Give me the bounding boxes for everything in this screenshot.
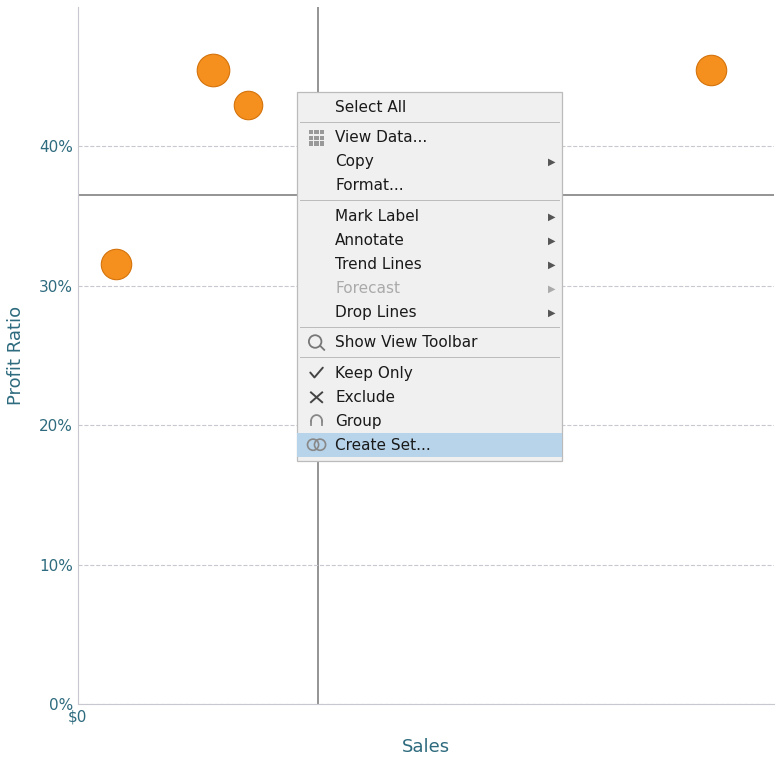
Text: Show View Toolbar: Show View Toolbar bbox=[335, 336, 478, 350]
Text: Format...: Format... bbox=[335, 179, 404, 194]
Point bbox=[705, 63, 718, 76]
FancyBboxPatch shape bbox=[320, 136, 324, 140]
Text: ▶: ▶ bbox=[547, 259, 555, 269]
Point bbox=[242, 98, 255, 111]
FancyBboxPatch shape bbox=[320, 130, 324, 134]
Text: Group: Group bbox=[335, 414, 382, 429]
Point bbox=[110, 257, 123, 269]
FancyBboxPatch shape bbox=[309, 130, 313, 134]
FancyBboxPatch shape bbox=[315, 130, 319, 134]
FancyBboxPatch shape bbox=[309, 136, 313, 140]
Text: Select All: Select All bbox=[335, 100, 407, 115]
Text: Mark Label: Mark Label bbox=[335, 209, 419, 224]
Text: Create Set...: Create Set... bbox=[335, 438, 431, 453]
Text: ▶: ▶ bbox=[547, 284, 555, 294]
FancyBboxPatch shape bbox=[309, 141, 313, 146]
Text: ▶: ▶ bbox=[547, 157, 555, 167]
FancyBboxPatch shape bbox=[297, 92, 562, 461]
FancyBboxPatch shape bbox=[297, 433, 562, 458]
Y-axis label: Profit Ratio: Profit Ratio bbox=[7, 306, 25, 405]
Point bbox=[207, 63, 219, 76]
Text: Exclude: Exclude bbox=[335, 390, 395, 405]
Text: View Data...: View Data... bbox=[335, 130, 428, 146]
Text: Annotate: Annotate bbox=[335, 233, 405, 248]
Text: ▶: ▶ bbox=[547, 211, 555, 221]
Text: Forecast: Forecast bbox=[335, 281, 401, 296]
Text: Drop Lines: Drop Lines bbox=[335, 305, 417, 320]
Text: Keep Only: Keep Only bbox=[335, 365, 413, 381]
FancyBboxPatch shape bbox=[320, 141, 324, 146]
Text: Copy: Copy bbox=[335, 154, 374, 169]
Text: ▶: ▶ bbox=[547, 236, 555, 246]
FancyBboxPatch shape bbox=[315, 136, 319, 140]
FancyBboxPatch shape bbox=[315, 141, 319, 146]
X-axis label: Sales: Sales bbox=[401, 738, 450, 756]
Text: Trend Lines: Trend Lines bbox=[335, 257, 422, 272]
Text: ▶: ▶ bbox=[547, 307, 555, 317]
